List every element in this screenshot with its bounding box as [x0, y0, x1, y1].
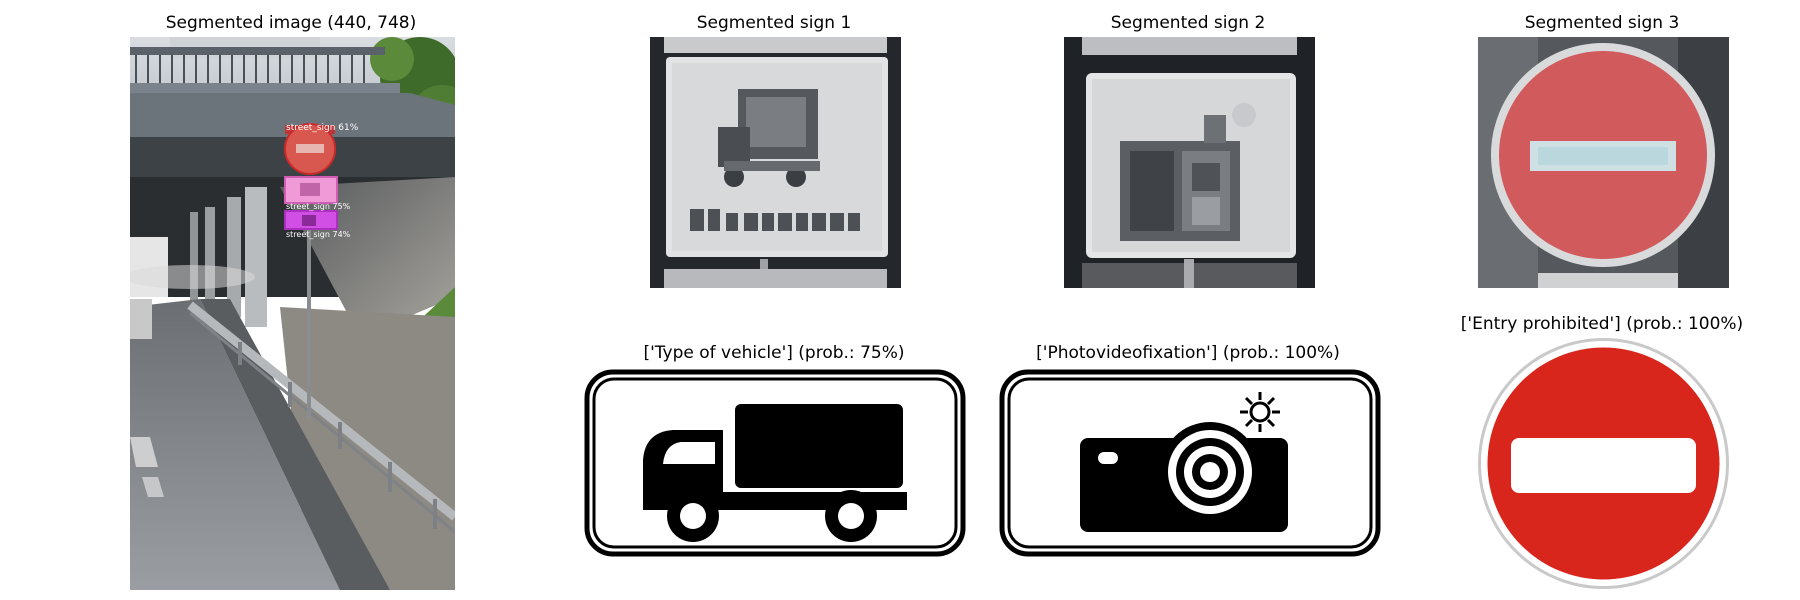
- detection-label-2: street_sign 75%: [286, 202, 351, 211]
- segmented-sign-1-crop: [650, 37, 901, 288]
- reference-sign-photovideofixation: [998, 368, 1382, 558]
- segmented-sign-3-title: Segmented sign 3: [1524, 13, 1680, 33]
- detection-label-3: street_sign 74%: [286, 230, 351, 239]
- segmented-image: street_sign 61% street_sign 75% street_s…: [130, 37, 455, 590]
- segmented-sign-2-title: Segmented sign 2: [1110, 13, 1266, 33]
- street-photo: [130, 37, 455, 590]
- sign-3-crop-image: [1478, 37, 1729, 288]
- segmented-sign-2-crop: [1064, 37, 1315, 288]
- classification-2-title: ['Photovideofixation'] (prob.: 100%): [1036, 343, 1340, 363]
- sign-2-crop-image: [1064, 37, 1315, 288]
- reference-sign-entry-prohibited: [1478, 338, 1729, 589]
- no-entry-sign-icon: [1478, 338, 1729, 589]
- detection-label-1: street_sign 61%: [286, 123, 359, 133]
- segmented-sign-1-title: Segmented sign 1: [696, 13, 852, 33]
- segmented-sign-3-crop: [1478, 37, 1729, 288]
- classification-3-title: ['Entry prohibited'] (prob.: 100%): [1460, 314, 1744, 334]
- camera-sign-icon: [999, 369, 1381, 557]
- truck-sign-icon: [584, 369, 966, 557]
- segmented-image-title: Segmented image (440, 748): [165, 13, 417, 33]
- reference-sign-type-of-vehicle: [583, 368, 967, 558]
- sign-1-crop-image: [650, 37, 901, 288]
- classification-1-title: ['Type of vehicle'] (prob.: 75%): [643, 343, 905, 363]
